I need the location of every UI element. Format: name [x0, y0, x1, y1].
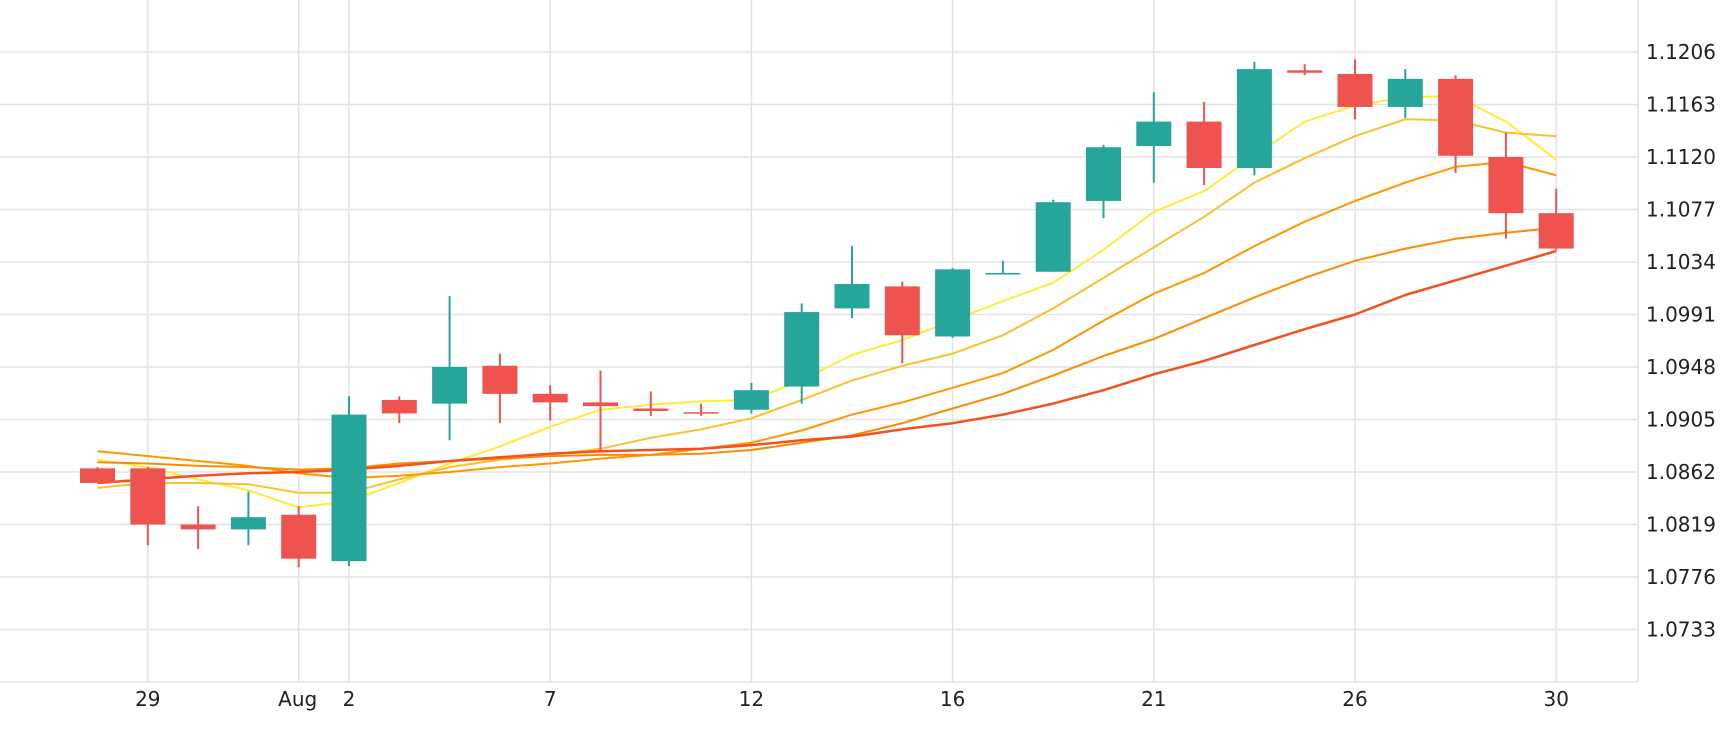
candle — [80, 467, 115, 483]
y-tick-label: 1.0776 — [1646, 565, 1716, 589]
candle — [1337, 59, 1373, 120]
candle-body — [884, 286, 920, 336]
moving-average-line-4 — [97, 226, 1557, 471]
candle-body — [1438, 78, 1474, 156]
candle-body — [532, 393, 568, 403]
candle-body — [834, 283, 870, 309]
candle — [1136, 92, 1172, 183]
candle — [884, 281, 920, 364]
x-tick-label: 7 — [544, 687, 557, 711]
x-tick-label: 26 — [1342, 687, 1367, 711]
grid — [0, 0, 1639, 683]
candle-body — [281, 514, 317, 559]
x-tick-label: 12 — [739, 687, 764, 711]
candle-body — [381, 399, 417, 414]
candle-body — [1186, 121, 1222, 168]
y-tick-label: 1.1120 — [1646, 145, 1716, 169]
candle — [432, 296, 468, 441]
y-tick-label: 1.1034 — [1646, 250, 1716, 274]
candle — [1488, 132, 1524, 239]
candle-body — [985, 272, 1021, 275]
candle — [985, 260, 1021, 275]
candle-body — [1538, 213, 1574, 249]
candle-body — [331, 414, 367, 562]
candle-body — [1387, 78, 1423, 107]
x-tick-label: 2 — [343, 687, 356, 711]
x-tick-label: 30 — [1543, 687, 1568, 711]
candle — [1387, 69, 1423, 118]
candle-body — [733, 390, 769, 410]
candles — [80, 59, 1574, 568]
candle-body — [784, 312, 820, 387]
candle-body — [482, 365, 518, 394]
candle — [1236, 61, 1272, 176]
candle — [1438, 75, 1474, 173]
candle — [381, 396, 417, 424]
candle — [935, 268, 971, 338]
candle-body — [1287, 70, 1323, 73]
candle — [1186, 102, 1222, 186]
candle — [482, 353, 518, 424]
candle — [130, 467, 166, 546]
y-tick-label: 1.0733 — [1646, 618, 1716, 642]
candle — [1287, 64, 1323, 76]
y-tick-label: 1.1163 — [1646, 93, 1716, 117]
y-axis: 1.1206 1.1163 1.1120 1.1077 1.1034 1.0991 1.09… — [1646, 40, 1716, 642]
candle-body — [683, 412, 719, 414]
moving-average-line-2 — [97, 118, 1557, 494]
y-tick-label: 1.0862 — [1646, 460, 1716, 484]
candle — [633, 391, 669, 416]
x-tick-label: 21 — [1141, 687, 1166, 711]
candle — [532, 385, 568, 421]
y-tick-label: 1.0819 — [1646, 513, 1716, 537]
candle-body — [1136, 121, 1172, 147]
candle — [683, 403, 719, 416]
candle — [281, 506, 317, 568]
y-tick-label: 1.0991 — [1646, 303, 1716, 327]
candle-body — [1236, 69, 1272, 168]
candle-body — [583, 402, 618, 407]
x-tick-label: 29 — [135, 687, 160, 711]
candle-body — [1035, 202, 1071, 272]
candle — [1538, 188, 1574, 250]
y-tick-label: 1.1206 — [1646, 40, 1716, 64]
candle-body — [432, 367, 468, 404]
y-tick-label: 1.0905 — [1646, 408, 1716, 432]
x-axis: 29 Aug 2 7 12 16 21 26 30 — [135, 687, 1569, 711]
candle-body — [1086, 147, 1121, 201]
x-tick-label: 16 — [940, 687, 965, 711]
candle — [583, 370, 618, 451]
candle-body — [180, 524, 216, 530]
candle — [1086, 144, 1121, 219]
x-tick-label: Aug — [278, 687, 317, 711]
candle-body — [230, 517, 266, 530]
candle-body — [1488, 157, 1524, 214]
candle-body — [130, 468, 166, 525]
candle — [733, 382, 769, 414]
y-tick-label: 1.0948 — [1646, 355, 1716, 379]
y-tick-label: 1.1077 — [1646, 198, 1716, 222]
candle-body — [633, 408, 669, 411]
candle — [784, 303, 820, 404]
candle — [1035, 199, 1071, 272]
candle — [834, 246, 870, 319]
candle-body — [80, 468, 115, 483]
candle — [230, 491, 266, 546]
candle — [180, 506, 216, 549]
candle — [331, 396, 367, 567]
candle-body — [935, 269, 971, 337]
candle-body — [1337, 73, 1373, 107]
